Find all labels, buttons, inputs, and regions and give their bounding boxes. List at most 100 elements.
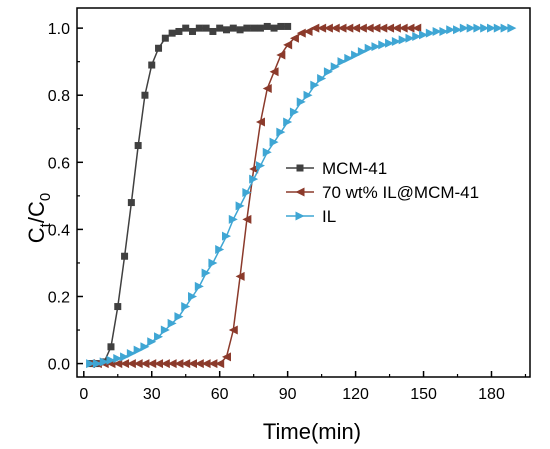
data-point [459,23,469,33]
data-point [249,164,259,174]
data-point [141,91,149,99]
data-point [182,24,190,32]
data-point [364,23,374,33]
x-tick-label: 30 [143,386,161,403]
data-point [194,359,204,369]
data-point [263,22,271,30]
data-point [255,117,265,127]
data-point [310,80,320,90]
data-point [208,258,218,268]
x-tick-label: 0 [79,386,88,403]
data-point [432,26,442,36]
data-point [99,357,109,367]
data-point [147,337,157,347]
y-axis-title-sub1: t [37,222,54,227]
data-point [486,23,496,33]
series-il [86,23,517,369]
data-point [425,28,435,38]
series-mcm-41 [87,22,292,368]
legend-swatch-marker [296,164,304,172]
data-point [167,318,177,328]
data-point [140,342,150,352]
data-point [262,147,272,157]
y-axis-title-mid: /C [24,201,49,223]
data-point [201,359,211,369]
legend-item-il: IL [286,207,336,226]
data-point [296,97,306,107]
data-point [235,201,245,211]
y-tick-label: 0.4 [48,222,70,239]
data-point [154,332,164,342]
data-point [405,33,415,43]
data-point [174,359,184,369]
data-point [398,35,408,45]
data-point [114,303,122,311]
data-point [289,33,299,43]
data-point [215,359,225,369]
data-point [507,23,517,33]
data-point [86,359,96,369]
data-point [106,355,116,365]
data-point [303,26,313,36]
data-point [201,268,211,278]
data-point [439,26,449,36]
data-point [323,23,333,33]
data-point [317,23,327,33]
data-point [222,26,230,34]
x-axis-title: Time(min) [263,419,361,444]
data-point [148,61,156,69]
data-point [160,325,170,335]
x-tick-label: 180 [478,386,505,403]
data-point [236,26,244,34]
data-point [371,42,381,52]
data-point [262,84,272,94]
ticks-layer: 0 30 60 90 120 150 180 0.0 0.2 0.4 0.6 0.8 1.0 [48,21,527,403]
data-point [113,354,123,364]
data-point [140,359,150,369]
y-axis-title-sub2: 0 [37,193,54,201]
y-axis-title: Ct/C0 [24,193,54,243]
x-tick-label: 120 [342,386,369,403]
data-point [283,40,293,50]
data-point [466,23,476,33]
data-point [276,50,286,60]
data-point [310,23,320,33]
data-point [289,107,299,117]
y-tick-label: 0.8 [48,88,70,105]
data-point [405,23,415,33]
data-point [270,24,278,32]
data-point [323,67,333,77]
data-point [133,345,143,355]
x-tick-label: 90 [279,386,297,403]
y-tick-label: 0.2 [48,289,70,306]
data-point [235,271,245,281]
data-point [391,23,401,33]
data-point [208,359,218,369]
data-point [216,24,224,32]
data-point [167,359,177,369]
legend-item-mcm-41: MCM-41 [286,159,387,178]
data-point [385,23,395,33]
y-tick-label: 0.0 [48,357,70,374]
data-point [228,325,238,335]
y-axis-title-main: C [24,227,49,243]
data-point [277,22,285,30]
data-point [221,231,231,241]
legend-item-70-wt-il-mcm-41: 70 wt% IL@MCM-41 [286,183,479,202]
data-point [92,359,102,369]
data-point [269,137,279,147]
data-point [107,343,115,351]
data-point [256,24,264,32]
data-point [250,24,258,32]
data-point [161,34,169,42]
data-point [155,44,163,52]
data-point [385,38,395,48]
data-point [337,23,347,33]
data-point [378,40,388,50]
legend-label: 70 wt% IL@MCM-41 [322,183,479,202]
legend-swatch-marker [295,187,305,197]
data-point [189,27,197,35]
data-point [121,252,129,260]
data-point [284,22,292,30]
